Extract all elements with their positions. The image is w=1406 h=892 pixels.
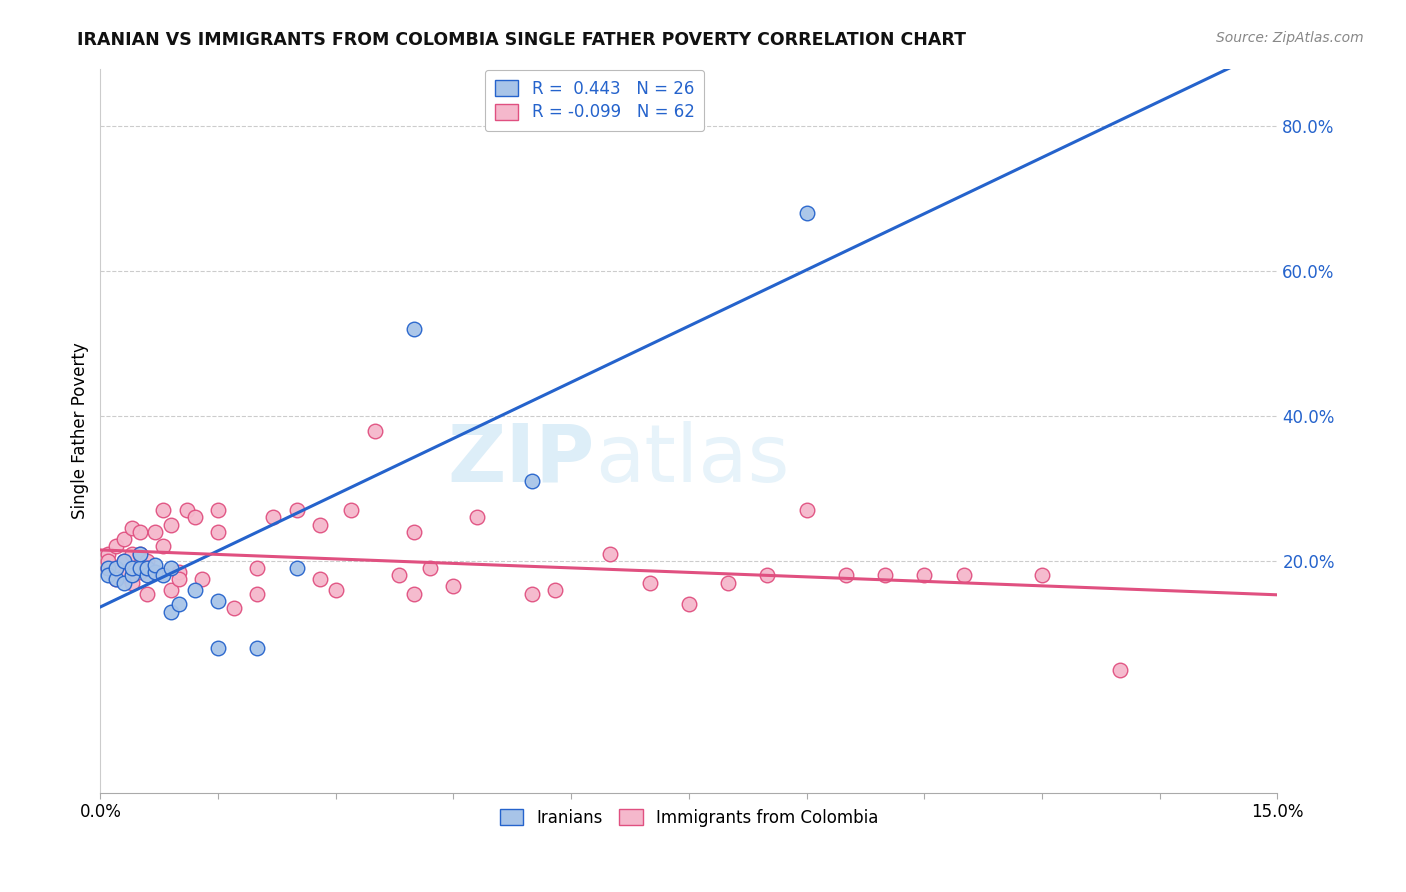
Point bbox=[599, 547, 621, 561]
Point bbox=[952, 568, 974, 582]
Point bbox=[340, 503, 363, 517]
Point bbox=[136, 554, 159, 568]
Point bbox=[128, 565, 150, 579]
Point bbox=[309, 517, 332, 532]
Point bbox=[167, 572, 190, 586]
Y-axis label: Single Father Poverty: Single Father Poverty bbox=[72, 343, 89, 519]
Point bbox=[520, 475, 543, 489]
Point bbox=[207, 640, 229, 655]
Point bbox=[222, 601, 245, 615]
Point bbox=[105, 572, 128, 586]
Point bbox=[183, 510, 205, 524]
Point bbox=[112, 554, 135, 568]
Point bbox=[128, 561, 150, 575]
Point bbox=[638, 575, 661, 590]
Point bbox=[136, 561, 159, 575]
Point bbox=[112, 568, 135, 582]
Point bbox=[152, 503, 174, 517]
Point bbox=[143, 565, 166, 579]
Point bbox=[160, 605, 183, 619]
Text: atlas: atlas bbox=[595, 420, 789, 499]
Point bbox=[152, 540, 174, 554]
Point bbox=[160, 561, 183, 575]
Point bbox=[143, 524, 166, 539]
Point bbox=[112, 554, 135, 568]
Point bbox=[443, 579, 465, 593]
Point bbox=[309, 572, 332, 586]
Point bbox=[183, 582, 205, 597]
Point bbox=[419, 561, 441, 575]
Point bbox=[105, 561, 128, 575]
Point bbox=[285, 503, 308, 517]
Point bbox=[246, 586, 269, 600]
Point bbox=[136, 586, 159, 600]
Text: IRANIAN VS IMMIGRANTS FROM COLOMBIA SINGLE FATHER POVERTY CORRELATION CHART: IRANIAN VS IMMIGRANTS FROM COLOMBIA SING… bbox=[77, 31, 966, 49]
Point bbox=[246, 640, 269, 655]
Point bbox=[796, 206, 818, 220]
Point bbox=[136, 568, 159, 582]
Point bbox=[325, 582, 347, 597]
Point bbox=[167, 598, 190, 612]
Point bbox=[756, 568, 779, 582]
Point bbox=[121, 561, 143, 575]
Text: Source: ZipAtlas.com: Source: ZipAtlas.com bbox=[1216, 31, 1364, 45]
Point bbox=[912, 568, 935, 582]
Point bbox=[97, 554, 120, 568]
Point bbox=[136, 561, 159, 575]
Point bbox=[207, 593, 229, 607]
Point bbox=[97, 561, 120, 575]
Point bbox=[404, 586, 426, 600]
Point bbox=[176, 503, 198, 517]
Point bbox=[1031, 568, 1053, 582]
Legend: Iranians, Immigrants from Colombia: Iranians, Immigrants from Colombia bbox=[491, 800, 887, 835]
Point bbox=[835, 568, 858, 582]
Point bbox=[105, 561, 128, 575]
Point bbox=[207, 524, 229, 539]
Point bbox=[404, 322, 426, 336]
Point bbox=[112, 532, 135, 546]
Point bbox=[364, 424, 387, 438]
Point bbox=[128, 547, 150, 561]
Point bbox=[128, 547, 150, 561]
Point bbox=[678, 598, 700, 612]
Point bbox=[143, 558, 166, 572]
Point bbox=[160, 582, 183, 597]
Point bbox=[152, 568, 174, 582]
Point bbox=[1109, 663, 1132, 677]
Point bbox=[128, 524, 150, 539]
Point bbox=[112, 575, 135, 590]
Point bbox=[128, 558, 150, 572]
Point bbox=[97, 568, 120, 582]
Point bbox=[796, 503, 818, 517]
Point bbox=[121, 547, 143, 561]
Point bbox=[465, 510, 488, 524]
Text: ZIP: ZIP bbox=[447, 420, 595, 499]
Point bbox=[160, 517, 183, 532]
Point bbox=[246, 561, 269, 575]
Point bbox=[873, 568, 896, 582]
Point bbox=[97, 561, 120, 575]
Point bbox=[544, 582, 567, 597]
Point bbox=[404, 524, 426, 539]
Point bbox=[121, 568, 143, 582]
Point bbox=[143, 565, 166, 579]
Point bbox=[167, 565, 190, 579]
Point bbox=[717, 575, 740, 590]
Point bbox=[97, 547, 120, 561]
Point bbox=[121, 521, 143, 535]
Point bbox=[105, 540, 128, 554]
Point bbox=[121, 575, 143, 590]
Point bbox=[387, 568, 409, 582]
Point bbox=[207, 503, 229, 517]
Point bbox=[191, 572, 214, 586]
Point bbox=[105, 572, 128, 586]
Point bbox=[262, 510, 284, 524]
Point bbox=[520, 586, 543, 600]
Point bbox=[285, 561, 308, 575]
